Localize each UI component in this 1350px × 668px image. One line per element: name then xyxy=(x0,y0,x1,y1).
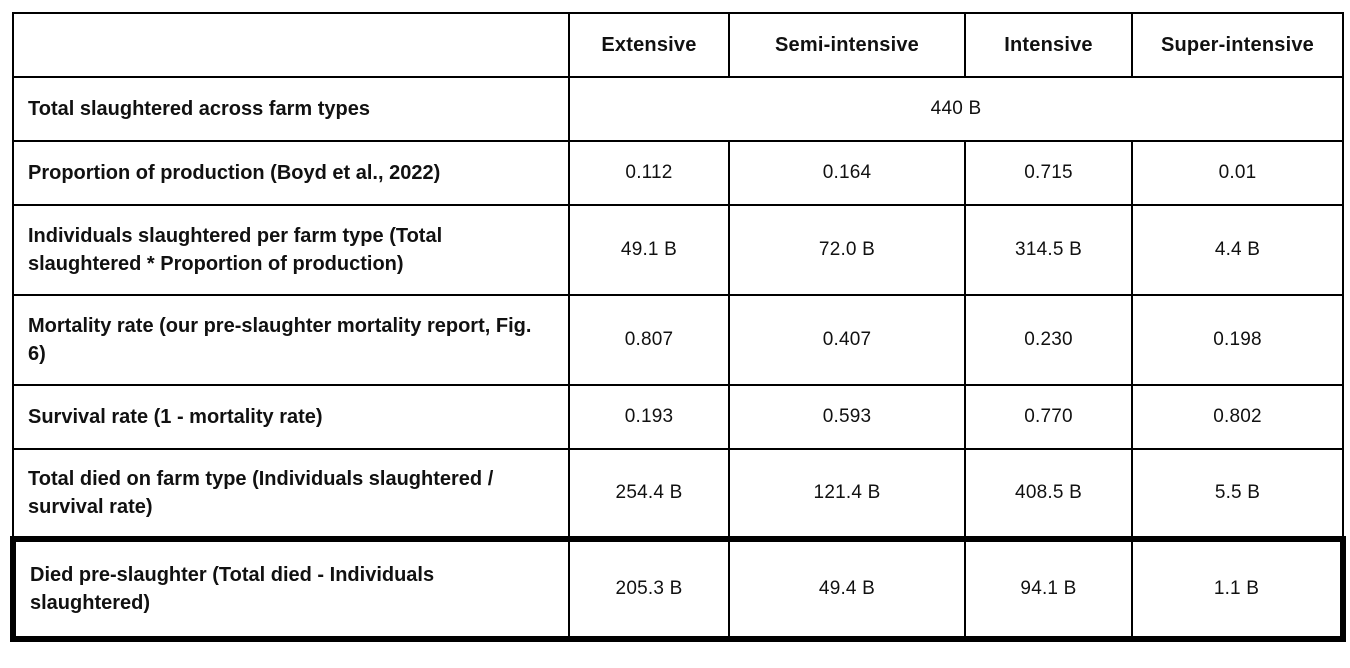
header-semi-intensive: Semi-intensive xyxy=(728,12,966,78)
farm-mortality-table: Extensive Semi-intensive Intensive Super… xyxy=(10,12,1346,642)
table-row-individuals-slaughtered: Individuals slaughtered per farm type (T… xyxy=(12,204,1344,296)
header-row: Extensive Semi-intensive Intensive Super… xyxy=(12,12,1344,78)
row-label-survival-rate: Survival rate (1 - mortality rate) xyxy=(12,384,570,450)
table-row-total-died: Total died on farm type (Individuals sla… xyxy=(12,448,1344,540)
value-died-pre-slaughter-intensive: 94.1 B xyxy=(964,536,1133,642)
row-label-total-died: Total died on farm type (Individuals sla… xyxy=(12,448,570,540)
value-mortality-super-intensive: 0.198 xyxy=(1131,294,1344,386)
table-row-died-pre-slaughter: Died pre-slaughter (Total died - Individ… xyxy=(10,536,1346,642)
row-label-mortality-rate: Mortality rate (our pre-slaughter mortal… xyxy=(12,294,570,386)
value-mortality-intensive: 0.230 xyxy=(964,294,1133,386)
header-extensive: Extensive xyxy=(568,12,730,78)
value-survival-semi-intensive: 0.593 xyxy=(728,384,966,450)
value-mortality-semi-intensive: 0.407 xyxy=(728,294,966,386)
value-died-pre-slaughter-semi-intensive: 49.4 B xyxy=(728,536,966,642)
value-proportion-super-intensive: 0.01 xyxy=(1131,140,1344,206)
value-proportion-semi-intensive: 0.164 xyxy=(728,140,966,206)
value-proportion-extensive: 0.112 xyxy=(568,140,730,206)
value-total-died-super-intensive: 5.5 B xyxy=(1131,448,1344,540)
value-proportion-intensive: 0.715 xyxy=(964,140,1133,206)
value-died-pre-slaughter-extensive: 205.3 B xyxy=(568,536,730,642)
table-row-mortality-rate: Mortality rate (our pre-slaughter mortal… xyxy=(12,294,1344,386)
value-survival-super-intensive: 0.802 xyxy=(1131,384,1344,450)
value-individuals-semi-intensive: 72.0 B xyxy=(728,204,966,296)
row-label-total-slaughtered: Total slaughtered across farm types xyxy=(12,76,570,142)
value-total-died-intensive: 408.5 B xyxy=(964,448,1133,540)
value-individuals-intensive: 314.5 B xyxy=(964,204,1133,296)
table-row-proportion: Proportion of production (Boyd et al., 2… xyxy=(12,140,1344,206)
farm-mortality-table-container: Extensive Semi-intensive Intensive Super… xyxy=(10,12,1346,642)
value-total-slaughtered: 440 B xyxy=(568,76,1344,142)
header-empty-cell xyxy=(12,12,570,78)
value-mortality-extensive: 0.807 xyxy=(568,294,730,386)
value-died-pre-slaughter-super-intensive: 1.1 B xyxy=(1131,536,1346,642)
row-label-proportion: Proportion of production (Boyd et al., 2… xyxy=(12,140,570,206)
table-row-total-slaughtered: Total slaughtered across farm types 440 … xyxy=(12,76,1344,142)
header-intensive: Intensive xyxy=(964,12,1133,78)
row-label-individuals-slaughtered: Individuals slaughtered per farm type (T… xyxy=(12,204,570,296)
row-label-died-pre-slaughter: Died pre-slaughter (Total died - Individ… xyxy=(10,536,570,642)
value-individuals-extensive: 49.1 B xyxy=(568,204,730,296)
value-survival-extensive: 0.193 xyxy=(568,384,730,450)
table-row-survival-rate: Survival rate (1 - mortality rate) 0.193… xyxy=(12,384,1344,450)
value-individuals-super-intensive: 4.4 B xyxy=(1131,204,1344,296)
value-survival-intensive: 0.770 xyxy=(964,384,1133,450)
value-total-died-extensive: 254.4 B xyxy=(568,448,730,540)
value-total-died-semi-intensive: 121.4 B xyxy=(728,448,966,540)
header-super-intensive: Super-intensive xyxy=(1131,12,1344,78)
